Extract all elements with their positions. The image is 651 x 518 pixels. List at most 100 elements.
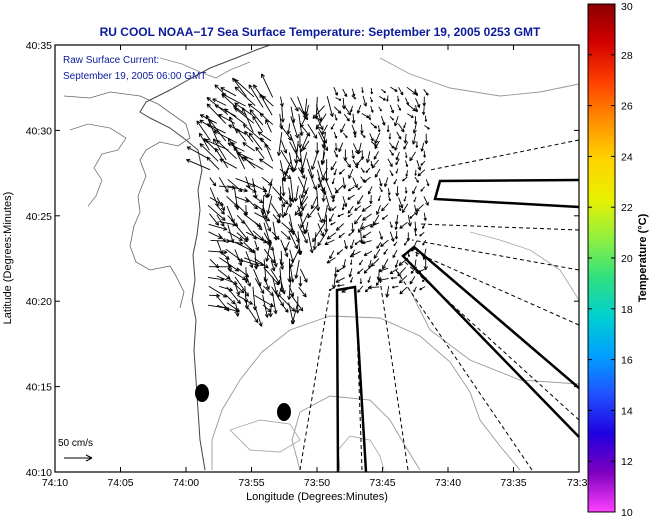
current-vector bbox=[374, 168, 381, 178]
current-vector bbox=[208, 119, 227, 142]
current-vector bbox=[186, 146, 209, 159]
current-vector bbox=[307, 232, 314, 254]
current-vector bbox=[254, 221, 263, 231]
current-vector bbox=[370, 122, 378, 129]
current-vector bbox=[395, 186, 400, 197]
current-vector bbox=[272, 249, 278, 268]
current-vector bbox=[279, 96, 284, 107]
current-vector bbox=[361, 240, 372, 245]
current-vector bbox=[329, 250, 335, 260]
current-vector bbox=[249, 109, 264, 126]
current-vector bbox=[302, 140, 310, 151]
colorbar-tick-label: 10 bbox=[621, 507, 633, 518]
current-vector bbox=[403, 133, 408, 144]
current-vector bbox=[254, 212, 271, 222]
current-vector bbox=[317, 232, 327, 247]
current-vector bbox=[389, 104, 395, 114]
current-vector bbox=[198, 132, 210, 151]
current-vector bbox=[244, 205, 249, 216]
current-vector bbox=[357, 268, 364, 275]
current-vector bbox=[409, 151, 416, 162]
current-vector bbox=[394, 221, 398, 231]
current-vector bbox=[336, 249, 344, 255]
current-vector bbox=[235, 303, 240, 317]
current-vector bbox=[252, 195, 264, 204]
current-vector bbox=[234, 86, 256, 107]
colorbar-label: Temperature (°C) bbox=[637, 213, 649, 302]
current-vector bbox=[402, 176, 408, 182]
current-vector bbox=[293, 185, 299, 202]
current-vector bbox=[208, 231, 223, 239]
current-vector bbox=[388, 195, 392, 202]
scale-arrow-label: 50 cm/s bbox=[58, 438, 93, 449]
y-tick-label: 40:10 bbox=[26, 467, 52, 479]
current-vector bbox=[354, 205, 362, 211]
current-vector bbox=[282, 167, 290, 182]
current-vector bbox=[357, 142, 362, 155]
current-vector bbox=[358, 222, 364, 233]
current-vector bbox=[279, 258, 284, 270]
current-vector bbox=[206, 156, 220, 170]
current-vector bbox=[383, 248, 388, 255]
current-vector bbox=[321, 186, 326, 202]
current-vector bbox=[257, 131, 272, 142]
current-vector bbox=[219, 285, 233, 292]
current-vector bbox=[225, 294, 236, 305]
current-vector bbox=[362, 231, 372, 239]
current-vector bbox=[280, 140, 288, 154]
current-vector bbox=[348, 231, 353, 236]
current-vector bbox=[343, 105, 352, 116]
current-vector bbox=[240, 156, 264, 170]
current-vector bbox=[347, 213, 353, 218]
current-vector bbox=[336, 284, 345, 288]
current-vector bbox=[343, 113, 350, 122]
current-vector bbox=[412, 122, 417, 134]
current-vector bbox=[328, 286, 335, 292]
colorbar-tick-label: 16 bbox=[621, 355, 633, 367]
current-vector bbox=[389, 149, 394, 156]
current-vector bbox=[280, 230, 291, 241]
current-vector bbox=[284, 241, 290, 252]
current-vector bbox=[307, 123, 318, 139]
current-vector bbox=[411, 133, 417, 145]
current-vector bbox=[419, 286, 426, 291]
current-vector bbox=[298, 276, 303, 287]
current-vector bbox=[279, 275, 286, 295]
current-vector bbox=[378, 106, 382, 112]
current-vector bbox=[381, 203, 389, 212]
current-vector bbox=[415, 141, 419, 148]
current-vector bbox=[255, 146, 265, 159]
current-vector bbox=[276, 212, 281, 224]
current-vector bbox=[350, 239, 355, 250]
current-vector bbox=[338, 232, 345, 238]
current-vector bbox=[290, 116, 299, 139]
current-vector bbox=[411, 240, 418, 252]
current-vector bbox=[333, 267, 338, 278]
inland-contour bbox=[63, 91, 191, 309]
current-vector bbox=[205, 114, 218, 141]
current-vector bbox=[241, 107, 254, 133]
current-vector bbox=[272, 294, 278, 315]
current-vector bbox=[236, 232, 248, 243]
current-vector bbox=[212, 98, 227, 106]
current-vector bbox=[361, 113, 370, 119]
current-vector bbox=[392, 249, 398, 259]
current-vector bbox=[270, 269, 281, 285]
current-vector bbox=[423, 196, 429, 206]
current-vector bbox=[395, 168, 399, 174]
current-legend-line-2: September 19, 2005 06:00 GMT bbox=[63, 71, 206, 82]
current-vector bbox=[405, 160, 409, 168]
colorbar-tick-label: 26 bbox=[621, 101, 633, 113]
current-vector bbox=[288, 195, 293, 208]
current-vector bbox=[254, 278, 265, 294]
current-vector bbox=[310, 195, 318, 210]
current-vector bbox=[252, 115, 264, 133]
temperature-colorbar bbox=[587, 3, 616, 513]
current-vector bbox=[374, 140, 380, 150]
current-vector bbox=[399, 286, 408, 295]
current-vector bbox=[206, 103, 227, 124]
current-vector bbox=[333, 150, 338, 158]
current-vector bbox=[342, 88, 348, 98]
current-vector bbox=[342, 259, 346, 269]
current-vector bbox=[420, 142, 425, 152]
